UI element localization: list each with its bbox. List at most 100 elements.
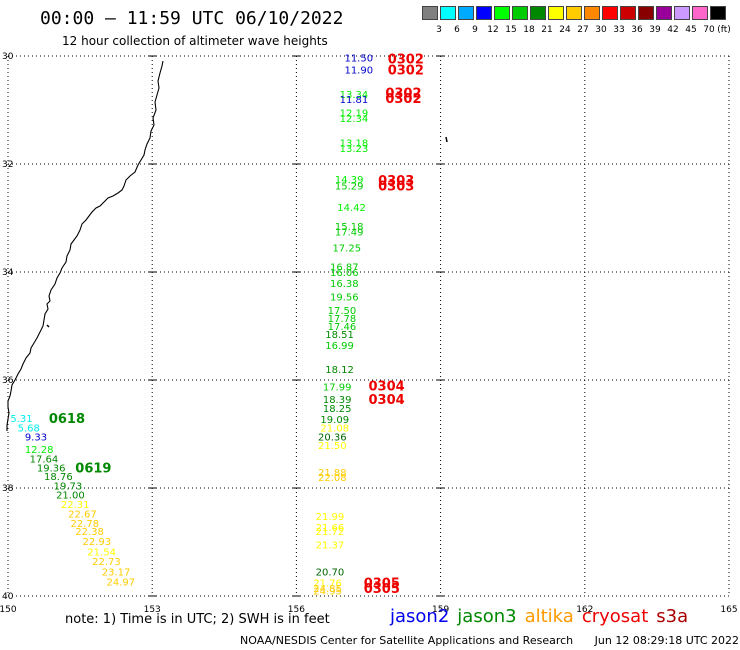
swh-observation: 16.99 <box>325 341 354 352</box>
footer-timestamp: Jun 12 08:29:18 UTC 2022 <box>594 634 740 647</box>
units-note: note: 1) Time is in UTC; 2) SWH is in fe… <box>65 612 330 627</box>
swh-observation: 22.73 <box>92 557 121 568</box>
legend-label: 21 <box>541 25 553 35</box>
legend-swatch <box>530 6 546 20</box>
swh-observation: 19.56 <box>330 292 359 303</box>
swh-observation: 21.00 <box>56 490 85 501</box>
swh-observation: 24.85 <box>313 584 342 595</box>
swh-observation: 21.54 <box>87 548 116 559</box>
swh-observation: 22.67 <box>68 509 97 520</box>
legend-label: 70 <box>703 25 715 35</box>
swh-observation: 21.88 <box>318 468 347 479</box>
legend-label: 24 <box>559 25 571 35</box>
swh-observation: 22.08 <box>318 473 347 484</box>
swh-observation: 20.70 <box>316 568 345 579</box>
legend-label: 6 <box>454 25 460 35</box>
legend-swatch <box>638 6 654 20</box>
satellite-name: cryosat <box>581 606 649 627</box>
swh-observation: 22.93 <box>83 537 112 548</box>
map-title: 00:00 – 11:59 UTC 06/10/2022 <box>40 8 344 29</box>
lon-tick-label: 162 <box>576 605 593 615</box>
lon-tick-label: 150 <box>0 605 17 615</box>
swh-observation: 18.39 <box>323 395 352 406</box>
pass-time-label: 0302 <box>388 64 424 79</box>
legend-label: 30 <box>595 25 607 35</box>
legend-swatch <box>602 6 618 20</box>
pass-time-label: 0619 <box>75 461 111 476</box>
swh-observation: 19.36 <box>37 463 66 474</box>
swh-observation: 23.17 <box>102 568 131 579</box>
legend-label: 18 <box>523 25 535 35</box>
swh-observation: 16.06 <box>330 268 359 279</box>
swh-observation: 20.36 <box>318 433 347 444</box>
legend-swatch <box>494 6 510 20</box>
legend-label: 33 <box>613 25 625 35</box>
lat-tick-label: 40 <box>2 592 14 602</box>
coastline <box>6 60 164 431</box>
swh-observation: 22.38 <box>75 527 104 538</box>
swh-observation: 16.87 <box>330 263 359 274</box>
legend-label: 3 <box>436 25 442 35</box>
swh-observation: 19.73 <box>54 481 83 492</box>
lat-tick-label: 36 <box>2 376 14 386</box>
swh-observation: 24.97 <box>107 577 136 588</box>
swh-observation: 12.28 <box>25 445 54 456</box>
map-subtitle: 12 hour collection of altimeter wave hei… <box>62 34 328 48</box>
swh-observation: 17.50 <box>328 306 357 317</box>
swh-observation: 15.29 <box>335 182 364 193</box>
swh-observation: 5.31 <box>10 414 32 425</box>
lat-lon-grid <box>7 55 730 597</box>
swh-observation: 21.66 <box>316 523 345 534</box>
lon-tick-label: 165 <box>720 605 737 615</box>
pass-time-label: 0303 <box>378 180 414 195</box>
swh-observation: 12.34 <box>340 114 369 125</box>
pass-time-label: 0304 <box>369 393 405 408</box>
pass-time-label: 0305 <box>364 582 400 597</box>
legend-label: 42 <box>667 25 679 35</box>
swh-observation: 24.95 <box>313 587 342 598</box>
swh-observation: 11.90 <box>344 66 373 77</box>
pass-time-label: 0304 <box>369 379 405 394</box>
legend-label: 39 <box>649 25 661 35</box>
legend-unit: (ft) <box>717 25 731 35</box>
lat-tick-label: 34 <box>2 268 14 278</box>
legend-label: 36 <box>631 25 643 35</box>
satellite-legend: jason2 jason3 altika cryosat s3a <box>390 606 696 627</box>
swh-observation: 14.39 <box>335 175 364 186</box>
swh-observation: 21.99 <box>316 512 345 523</box>
legend-swatch <box>656 6 672 20</box>
swh-observation: 18.76 <box>44 472 73 483</box>
satellite-name: jason3 <box>457 606 517 627</box>
swh-observation: 18.25 <box>323 404 352 415</box>
swh-observation: 22.31 <box>61 500 90 511</box>
swh-observation: 18.51 <box>325 330 354 341</box>
swh-observation: 13.23 <box>340 144 369 155</box>
satellite-name: s3a <box>656 606 689 627</box>
swh-observation: 9.33 <box>25 433 47 444</box>
lon-tick-label: 159 <box>432 605 449 615</box>
swh-observation: 11.81 <box>340 95 369 106</box>
swh-observation: 11.50 <box>344 54 373 65</box>
swh-observation: 21.50 <box>318 441 347 452</box>
pass-time-label: 0303 <box>378 174 414 189</box>
legend-swatch <box>476 6 492 20</box>
legend-swatch <box>422 6 438 20</box>
swh-observation: 19.09 <box>320 415 349 426</box>
coast-speck <box>46 324 50 328</box>
swh-observation: 12.19 <box>340 109 369 120</box>
island-speck <box>445 136 448 143</box>
lon-tick-label: 156 <box>288 605 305 615</box>
legend-swatch <box>584 6 600 20</box>
legend-swatch <box>710 6 726 20</box>
swh-observation: 17.64 <box>30 454 59 465</box>
footer-credit: NOAA/NESDIS Center for Satellite Applica… <box>240 634 574 647</box>
satellite-name: jason2 <box>390 606 450 627</box>
legend-swatch <box>512 6 528 20</box>
swh-observation: 21.72 <box>316 527 345 538</box>
pass-time-label: 0305 <box>364 577 400 592</box>
legend-label: 9 <box>472 25 478 35</box>
legend-label: 45 <box>685 25 697 35</box>
swh-observation: 14.42 <box>337 203 366 214</box>
legend-swatch <box>440 6 456 20</box>
